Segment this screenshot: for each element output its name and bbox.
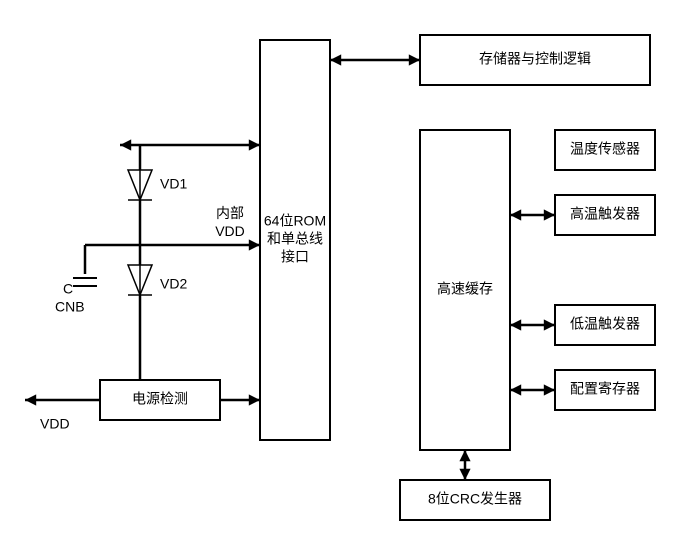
svg-text:内部: 内部	[216, 205, 244, 221]
svg-text:电源检测: 电源检测	[132, 391, 188, 407]
svg-text:CNB: CNB	[55, 299, 85, 315]
svg-text:接口: 接口	[281, 249, 309, 265]
svg-text:C: C	[63, 281, 73, 297]
svg-text:高速缓存: 高速缓存	[437, 281, 493, 297]
svg-text:VDD: VDD	[215, 223, 245, 239]
svg-text:VD1: VD1	[160, 176, 187, 192]
svg-text:低温触发器: 低温触发器	[570, 316, 640, 332]
svg-text:VD2: VD2	[160, 276, 187, 292]
svg-text:温度传感器: 温度传感器	[570, 141, 640, 157]
svg-text:64位ROM: 64位ROM	[264, 213, 326, 229]
svg-text:和单总线: 和单总线	[267, 231, 323, 247]
svg-text:8位CRC发生器: 8位CRC发生器	[428, 491, 522, 507]
svg-text:配置寄存器: 配置寄存器	[570, 381, 640, 397]
svg-text:存储器与控制逻辑: 存储器与控制逻辑	[479, 51, 591, 67]
svg-text:VDD: VDD	[40, 416, 70, 432]
svg-text:高温触发器: 高温触发器	[570, 206, 640, 222]
